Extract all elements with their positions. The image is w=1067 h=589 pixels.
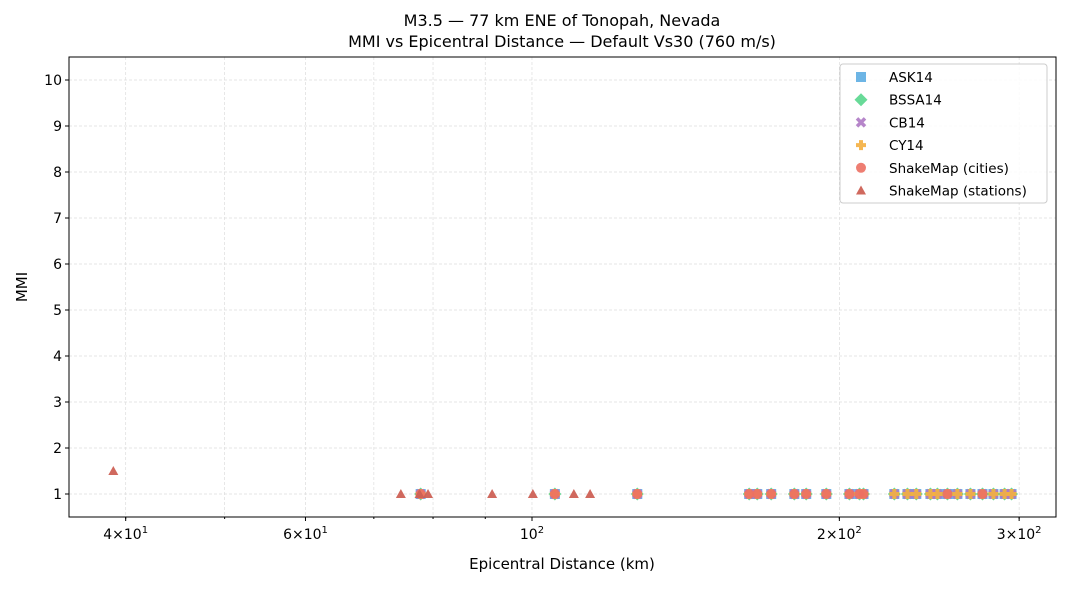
legend-marker-x-icon: [855, 117, 867, 128]
legend-marker-circle-icon: [856, 162, 866, 173]
legend-marker-plus-icon: [856, 140, 866, 151]
legend-label: BSSA14: [889, 93, 942, 109]
legend-label: ASK14: [889, 70, 933, 86]
point-shakemap-stations: [487, 489, 498, 498]
point-shakemap-cities: [752, 489, 763, 499]
legend-label: ShakeMap (stations): [889, 184, 1027, 200]
y-tick-label: 2: [53, 441, 62, 457]
legend-box: [839, 63, 1048, 204]
x-tick-label: 6×101: [283, 525, 328, 543]
y-tick-label: 6: [53, 257, 62, 273]
legend-marker-diamond-icon: [854, 93, 868, 107]
legend-label: CB14: [889, 115, 925, 131]
point-shakemap-cities: [844, 489, 855, 499]
y-tick-label: 4: [53, 349, 62, 365]
y-tick-label: 8: [53, 165, 62, 181]
y-tick-label: 5: [53, 303, 62, 319]
point-shakemap-stations: [585, 489, 596, 498]
y-tick-label: 7: [53, 211, 62, 227]
point-shakemap-cities: [977, 489, 988, 499]
point-cy14: [1006, 489, 1017, 499]
legend-label: CY14: [889, 138, 924, 154]
y-tick-label: 3: [53, 395, 62, 411]
data-marks: [108, 466, 1019, 501]
axis-ticks: 1 2 3 4 5 6 7 8 9 10 4×101 6×101 102 2×102 3×102: [44, 73, 1041, 543]
point-shakemap-cities: [942, 489, 953, 499]
point-shakemap-cities: [744, 489, 755, 499]
point-shakemap-stations: [414, 489, 425, 498]
point-cy14: [988, 489, 999, 499]
x-tick-label: 102: [520, 525, 544, 543]
point-shakemap-stations: [568, 489, 579, 498]
point-shakemap-cities: [549, 489, 560, 499]
y-tick-label: 1: [53, 487, 62, 503]
y-tick-label: 9: [53, 119, 62, 135]
point-shakemap-cities: [801, 489, 812, 499]
chart-subtitle: MMI vs Epicentral Distance — Default Vs3…: [348, 32, 776, 51]
x-tick-label: 2×102: [817, 525, 862, 543]
legend-marker-square-icon: [856, 72, 866, 82]
point-cy14: [902, 489, 913, 499]
y-tick-label: 10: [44, 73, 62, 89]
point-cy14: [911, 489, 922, 499]
chart-title: M3.5 — 77 km ENE of Tonopah, Nevada: [404, 11, 721, 30]
point-shakemap-cities: [766, 489, 777, 499]
point-shakemap-stations: [527, 489, 538, 498]
point-shakemap-cities: [632, 489, 643, 499]
x-tick-label: 4×101: [103, 525, 148, 543]
legend: ASK14 BSSA14 CB14 CY14 ShakeMap (cities) Shak…: [839, 63, 1048, 204]
point-cy14: [889, 489, 900, 499]
point-shakemap-stations: [108, 466, 119, 475]
x-tick-label: 3×102: [997, 525, 1042, 543]
legend-label: ShakeMap (cities): [889, 161, 1009, 177]
point-shakemap-cities: [789, 489, 800, 499]
y-axis-label: MMI: [13, 272, 31, 302]
point-cy14: [965, 489, 976, 499]
legend-marker-triangle-icon: [856, 185, 866, 195]
x-axis-label: Epicentral Distance (km): [469, 555, 655, 573]
plot-frame: [68, 56, 1057, 518]
point-shakemap-stations: [395, 489, 406, 498]
point-cy14: [932, 489, 943, 499]
point-shakemap-cities: [858, 489, 869, 499]
point-cy14: [952, 489, 963, 499]
point-shakemap-stations: [423, 489, 434, 498]
point-shakemap-cities: [821, 489, 832, 499]
